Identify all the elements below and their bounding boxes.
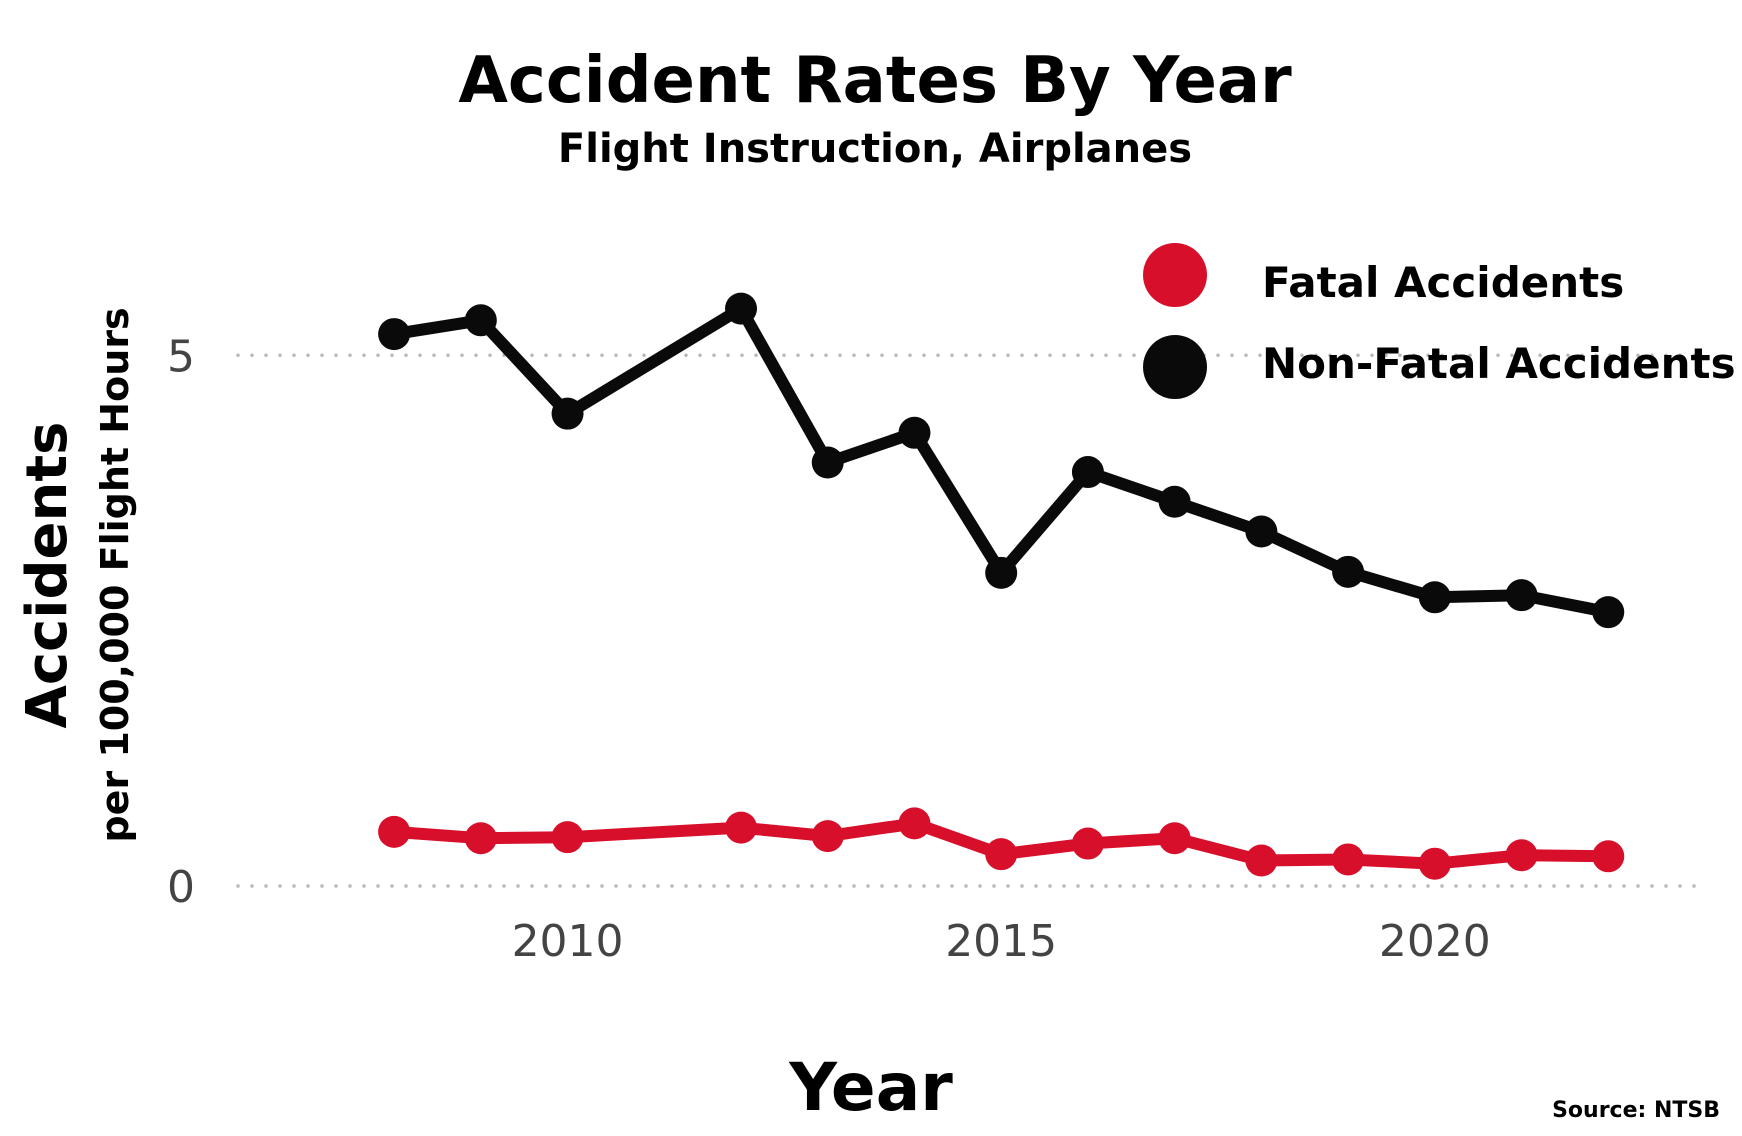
series-0 <box>378 807 1625 880</box>
data-point-1-11 <box>1418 581 1451 614</box>
legend: Fatal Accidents Non-Fatal Accidents <box>1143 243 1736 399</box>
data-point-1-6 <box>985 556 1018 589</box>
source-note: Source: NTSB <box>1552 1098 1720 1123</box>
y-axis-sublabel: per 100,000 Flight Hours <box>93 307 137 842</box>
grid-lines <box>236 353 1697 888</box>
data-point-0-1 <box>464 822 497 855</box>
y-tick-label-0: 0 <box>167 862 195 913</box>
x-axis-ticks: 2010 2015 2020 <box>512 916 1491 967</box>
data-point-1-9 <box>1245 515 1278 548</box>
data-point-1-2 <box>551 397 584 430</box>
y-axis-ticks: 05 <box>167 331 195 913</box>
y-axis-label: Accidents <box>15 422 80 729</box>
data-point-1-7 <box>1071 456 1104 489</box>
chart-subtitle: Flight Instruction, Airplanes <box>558 126 1192 172</box>
legend-label-non-fatal: Non-Fatal Accidents <box>1262 339 1736 388</box>
data-point-0-9 <box>1245 844 1278 877</box>
legend-marker-fatal <box>1143 243 1207 307</box>
legend-marker-non-fatal <box>1143 335 1207 399</box>
data-point-1-8 <box>1158 485 1191 518</box>
data-point-1-12 <box>1505 579 1538 612</box>
series-group <box>378 292 1625 880</box>
data-point-0-6 <box>985 838 1018 871</box>
data-point-1-3 <box>725 292 758 325</box>
chart-title: Accident Rates By Year <box>458 44 1292 118</box>
data-point-0-5 <box>898 807 931 840</box>
x-axis-label: Year <box>788 1049 953 1126</box>
data-point-1-10 <box>1332 555 1365 588</box>
data-point-0-12 <box>1505 839 1538 872</box>
series-1 <box>378 292 1625 629</box>
x-tick-label-0: 2010 <box>512 916 624 967</box>
data-point-0-2 <box>551 821 584 854</box>
data-point-0-11 <box>1418 847 1451 880</box>
data-point-1-0 <box>378 318 411 351</box>
data-point-0-10 <box>1332 843 1365 876</box>
data-point-0-8 <box>1158 822 1191 855</box>
data-point-1-13 <box>1592 596 1625 629</box>
data-point-1-1 <box>464 304 497 337</box>
data-point-1-4 <box>811 446 844 479</box>
x-tick-label-1: 2015 <box>945 916 1057 967</box>
data-point-0-7 <box>1071 827 1104 860</box>
y-tick-label-1: 5 <box>167 331 195 382</box>
x-tick-label-2: 2020 <box>1379 916 1491 967</box>
data-point-0-4 <box>811 820 844 853</box>
data-point-1-5 <box>898 416 931 449</box>
legend-label-fatal: Fatal Accidents <box>1262 258 1624 307</box>
data-point-0-3 <box>725 811 758 844</box>
data-point-0-13 <box>1592 840 1625 873</box>
data-point-0-0 <box>378 815 411 848</box>
